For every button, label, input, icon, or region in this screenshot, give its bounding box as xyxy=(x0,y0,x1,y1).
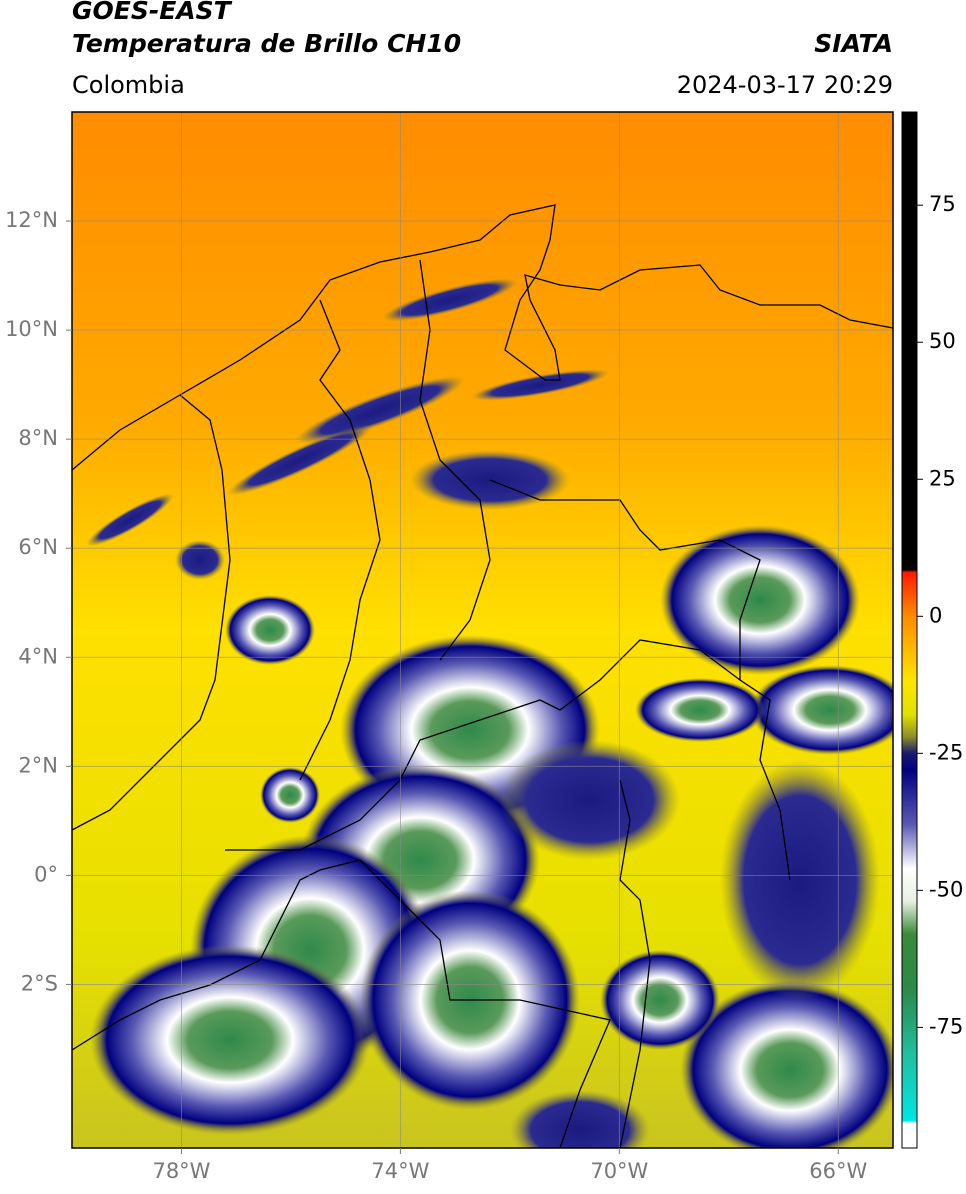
x-tick-label: 66°W xyxy=(809,1159,867,1183)
y-tick-label: 6°N xyxy=(18,535,58,559)
region: Colombia xyxy=(72,71,185,99)
y-tick-label: 0° xyxy=(34,862,58,886)
imagery xyxy=(72,112,893,1148)
colorbar-tick-label: -75 xyxy=(929,1014,963,1038)
map-frame xyxy=(71,111,894,1149)
timestamp: 2024-03-17 20:29 xyxy=(677,71,893,99)
colorbar-tick-label: -25 xyxy=(929,740,963,764)
y-tick-label: 8°N xyxy=(18,426,58,450)
colorbar xyxy=(901,111,918,1149)
x-tick-label: 70°W xyxy=(590,1159,648,1183)
borders xyxy=(72,204,893,1148)
y-tick-label: 2°S xyxy=(21,971,58,995)
satellite: GOES-EAST xyxy=(72,0,233,25)
colorbar-tick-label: -50 xyxy=(929,877,963,901)
colorbar-tick-label: 25 xyxy=(929,466,956,490)
colorbar-tick-label: 0 xyxy=(929,603,942,627)
y-tick-label: 4°N xyxy=(18,644,58,668)
source: SIATA xyxy=(814,29,893,58)
clouds xyxy=(86,278,893,1148)
colorbar-tick-label: 50 xyxy=(929,329,956,353)
y-tick-label: 12°N xyxy=(5,208,58,232)
product: Temperatura de Brillo CH10 xyxy=(72,29,461,58)
y-tick-label: 10°N xyxy=(5,317,58,341)
colorbar-tick-label: 75 xyxy=(929,192,956,216)
x-tick-label: 78°W xyxy=(152,1159,210,1183)
grid xyxy=(72,112,893,1148)
x-tick-label: 74°W xyxy=(371,1159,429,1183)
y-tick-label: 2°N xyxy=(18,753,58,777)
